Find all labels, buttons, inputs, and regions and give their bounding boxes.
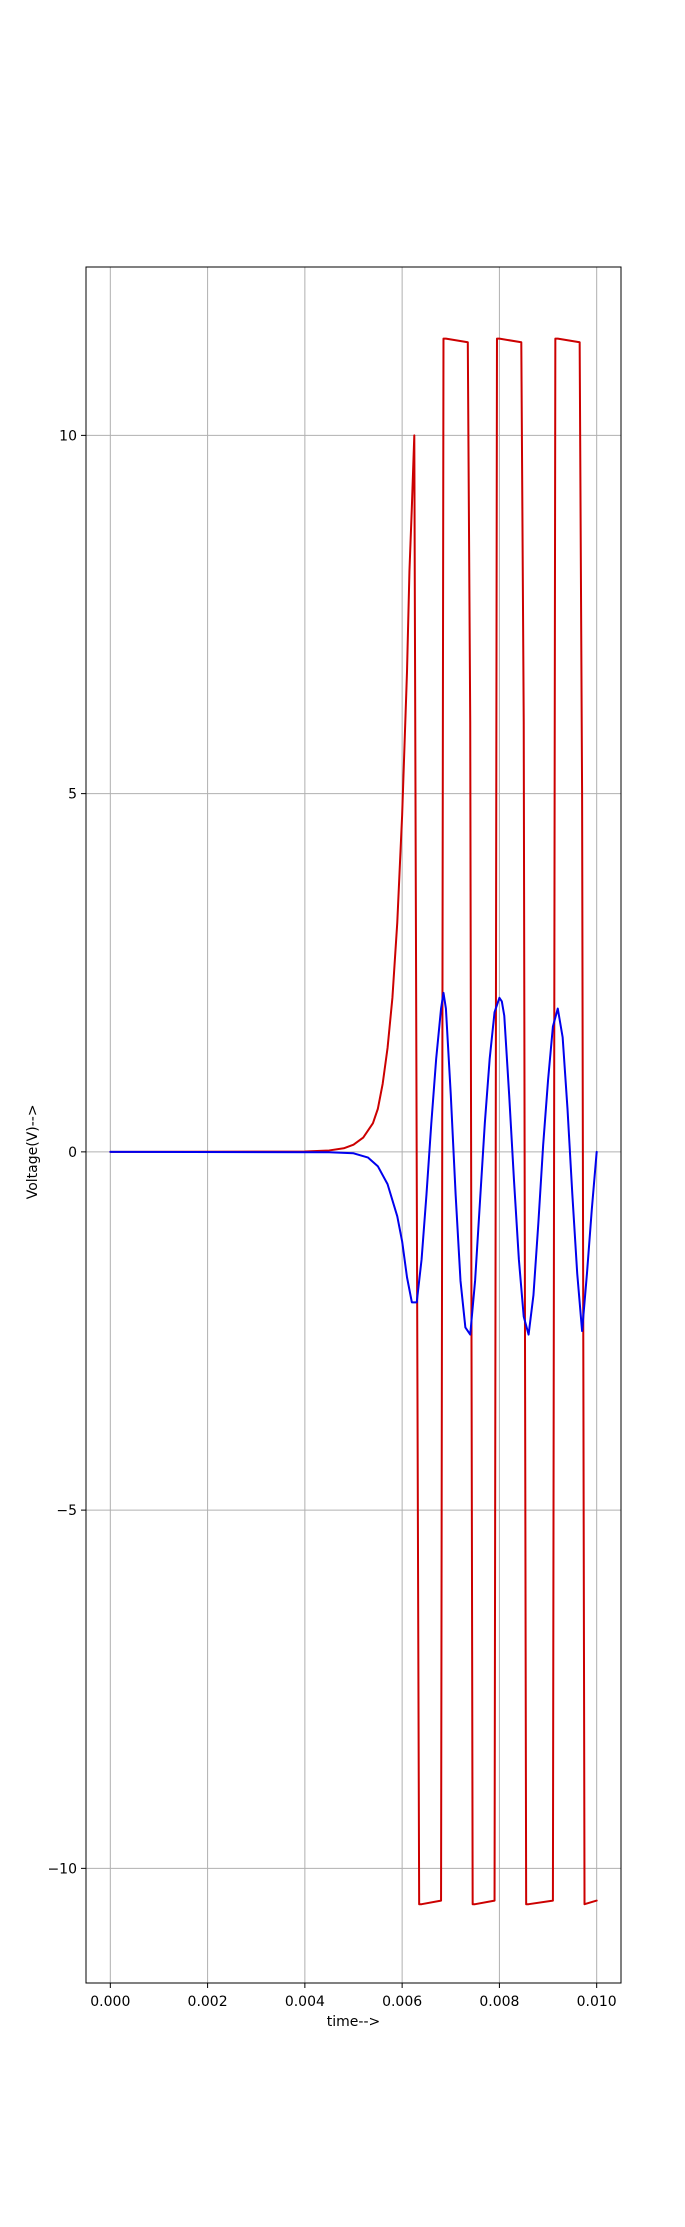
x-axis-ticks: 0.000 0.002 0.004 0.006 0.008 0.010	[90, 1983, 617, 2010]
y-tick-label: −5	[56, 1503, 77, 1519]
y-axis-label: Voltage(V)-->	[25, 1104, 41, 1199]
grid	[86, 267, 621, 1983]
x-tick-label: 0.004	[285, 1994, 325, 2010]
series-lines	[109, 337, 598, 1906]
x-tick-label: 0.010	[577, 1994, 617, 2010]
x-tick-label: 0.006	[382, 1994, 422, 2010]
series-line-2	[109, 991, 598, 1336]
x-axis-label: time-->	[327, 2014, 380, 2030]
x-tick-label: 0.002	[188, 1994, 228, 2010]
y-tick-label: −10	[47, 1861, 77, 1877]
y-tick-label: 10	[59, 428, 77, 444]
plot-frame	[85, 266, 622, 1984]
series-line-1	[109, 337, 598, 1906]
x-tick-label: 0.000	[90, 1994, 130, 2010]
y-tick-label: 5	[68, 787, 77, 803]
y-tick-label: 0	[68, 1145, 77, 1161]
x-tick-label: 0.008	[479, 1994, 519, 2010]
y-axis-ticks: −10 −5 0 5 10	[47, 428, 86, 1877]
